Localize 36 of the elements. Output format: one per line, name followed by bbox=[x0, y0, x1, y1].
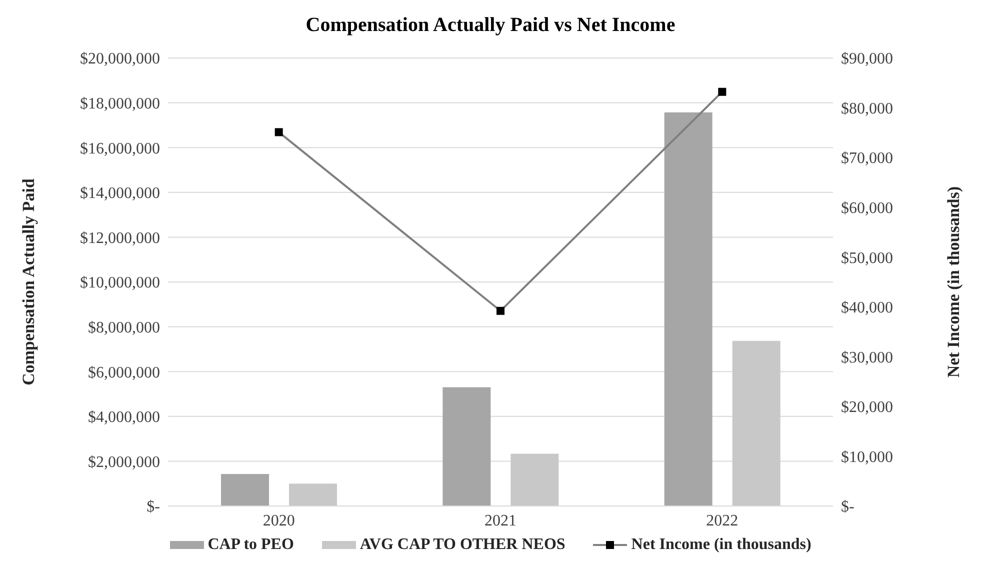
chart-title: Compensation Actually Paid vs Net Income bbox=[304, 13, 676, 38]
y-axis-title: Compensation Actually Paid bbox=[19, 178, 38, 386]
legend-label: Net Income (in thousands) bbox=[630, 536, 812, 554]
y-tick-label: $6,000,000 bbox=[88, 364, 160, 382]
x-tick-label: 2020 bbox=[262, 512, 295, 530]
y-tick-label: $14,000,000 bbox=[80, 185, 160, 202]
legend-label: CAP to PEO bbox=[206, 536, 294, 554]
bar bbox=[221, 474, 269, 506]
y2-tick-label: $20,000 bbox=[841, 399, 893, 416]
x-tick-label: 2021 bbox=[484, 512, 516, 530]
y2-tick-label: $10,000 bbox=[841, 448, 893, 466]
y2-tick-label: $- bbox=[841, 498, 854, 516]
y-tick-label: $20,000,000 bbox=[80, 50, 160, 68]
y-tick-label: $8,000,000 bbox=[88, 319, 160, 336]
bar bbox=[732, 340, 780, 506]
y-tick-label: $12,000,000 bbox=[80, 230, 160, 247]
y-tick-label: $10,000,000 bbox=[80, 274, 160, 292]
y2-axis-title: Net Income (in thousands) bbox=[944, 186, 964, 378]
legend-label: AVG CAP TO OTHER NEOS bbox=[358, 536, 566, 554]
y2-tick-label: $70,000 bbox=[841, 150, 893, 168]
y-tick-label: $4,000,000 bbox=[88, 409, 160, 426]
x-tick-label: 2022 bbox=[706, 512, 738, 530]
y2-tick-label: $60,000 bbox=[841, 200, 893, 218]
bar bbox=[664, 112, 712, 506]
y2-tick-label: $30,000 bbox=[841, 349, 893, 366]
y-tick-label: $16,000,000 bbox=[80, 140, 160, 158]
y-tick-label: $18,000,000 bbox=[80, 95, 160, 112]
y2-tick-label: $40,000 bbox=[841, 300, 893, 317]
bar bbox=[510, 454, 559, 506]
y2-tick-label: $50,000 bbox=[841, 250, 893, 267]
y-tick-label: $2,000,000 bbox=[88, 454, 160, 471]
bar bbox=[442, 387, 491, 506]
y-tick-label: $- bbox=[146, 498, 160, 516]
y2-tick-label: $90,000 bbox=[841, 50, 893, 68]
y2-tick-label: $80,000 bbox=[841, 100, 893, 118]
bar bbox=[289, 484, 337, 506]
